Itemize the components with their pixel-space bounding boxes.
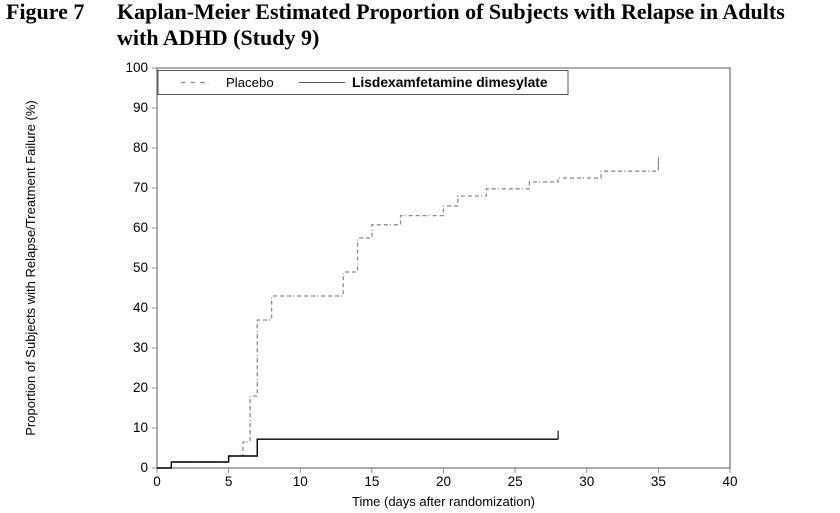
svg-text:70: 70 — [133, 180, 148, 195]
svg-text:20: 20 — [436, 474, 451, 489]
svg-text:20: 20 — [133, 380, 148, 395]
svg-text:5: 5 — [225, 474, 233, 489]
svg-text:30: 30 — [133, 340, 148, 355]
svg-text:Lisdexamfetamine dimesylate: Lisdexamfetamine dimesylate — [352, 75, 548, 90]
svg-text:0: 0 — [153, 474, 161, 489]
svg-text:40: 40 — [133, 300, 148, 315]
svg-text:35: 35 — [651, 474, 666, 489]
svg-text:15: 15 — [364, 474, 379, 489]
svg-text:80: 80 — [133, 140, 148, 155]
svg-text:100: 100 — [125, 60, 148, 75]
svg-text:30: 30 — [579, 474, 594, 489]
svg-text:10: 10 — [293, 474, 308, 489]
svg-text:25: 25 — [508, 474, 523, 489]
svg-text:Placebo: Placebo — [226, 75, 274, 90]
svg-text:10: 10 — [133, 420, 148, 435]
svg-text:60: 60 — [133, 220, 148, 235]
svg-text:40: 40 — [722, 474, 737, 489]
svg-text:Proportion of Subjects with Re: Proportion of Subjects with Relapse/Trea… — [23, 100, 38, 436]
svg-text:90: 90 — [133, 100, 148, 115]
svg-text:50: 50 — [133, 260, 148, 275]
svg-text:0: 0 — [140, 460, 148, 475]
svg-text:Time (days after randomization: Time (days after randomization) — [352, 494, 535, 509]
